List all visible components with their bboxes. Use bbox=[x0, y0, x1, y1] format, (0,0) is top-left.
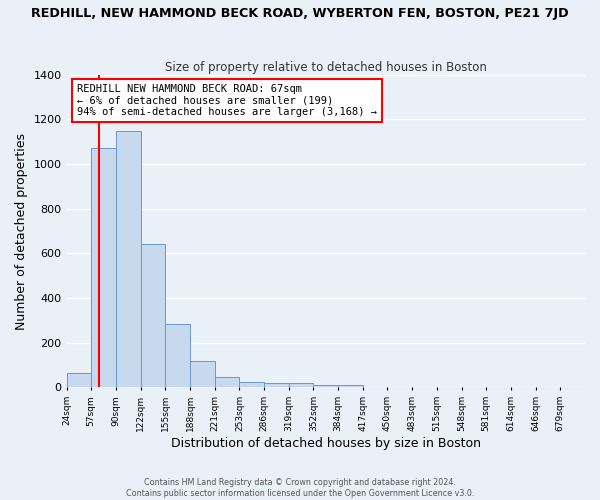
Bar bbox=[289, 383, 313, 388]
Text: REDHILL, NEW HAMMOND BECK ROAD, WYBERTON FEN, BOSTON, PE21 7JD: REDHILL, NEW HAMMOND BECK ROAD, WYBERTON… bbox=[31, 8, 569, 20]
X-axis label: Distribution of detached houses by size in Boston: Distribution of detached houses by size … bbox=[171, 437, 481, 450]
Bar bbox=[190, 360, 215, 388]
Bar bbox=[140, 244, 165, 388]
Bar bbox=[264, 383, 289, 388]
Text: Contains HM Land Registry data © Crown copyright and database right 2024.
Contai: Contains HM Land Registry data © Crown c… bbox=[126, 478, 474, 498]
Bar bbox=[116, 130, 140, 388]
Text: REDHILL NEW HAMMOND BECK ROAD: 67sqm
← 6% of detached houses are smaller (199)
9: REDHILL NEW HAMMOND BECK ROAD: 67sqm ← 6… bbox=[77, 84, 377, 117]
Bar bbox=[67, 373, 91, 388]
Bar bbox=[313, 385, 338, 388]
Bar bbox=[91, 148, 116, 388]
Bar bbox=[215, 377, 239, 388]
Bar bbox=[338, 385, 363, 388]
Bar bbox=[239, 382, 264, 388]
Y-axis label: Number of detached properties: Number of detached properties bbox=[15, 132, 28, 330]
Bar bbox=[165, 324, 190, 388]
Title: Size of property relative to detached houses in Boston: Size of property relative to detached ho… bbox=[165, 60, 487, 74]
